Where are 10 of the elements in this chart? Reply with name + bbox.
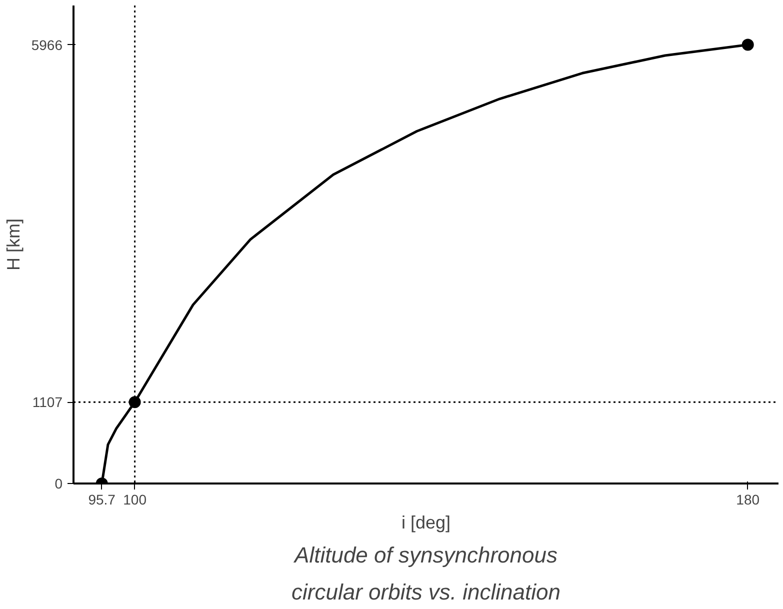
y-axis-title: H [km] <box>3 218 24 270</box>
x-tick-label: 180 <box>736 492 760 508</box>
text: Altitude of synsynchronous <box>292 542 558 568</box>
y-tick-label: 1107 <box>32 394 63 410</box>
x-axis-title: i [deg] <box>401 512 451 532</box>
y-tick-label: 0 <box>54 476 63 492</box>
x-tick-label: 100 <box>123 492 147 508</box>
x-tick-label: 95.7 <box>88 492 116 508</box>
text: circular orbits vs. inclination <box>292 580 560 604</box>
y-tick-label: 5966 <box>31 36 63 53</box>
